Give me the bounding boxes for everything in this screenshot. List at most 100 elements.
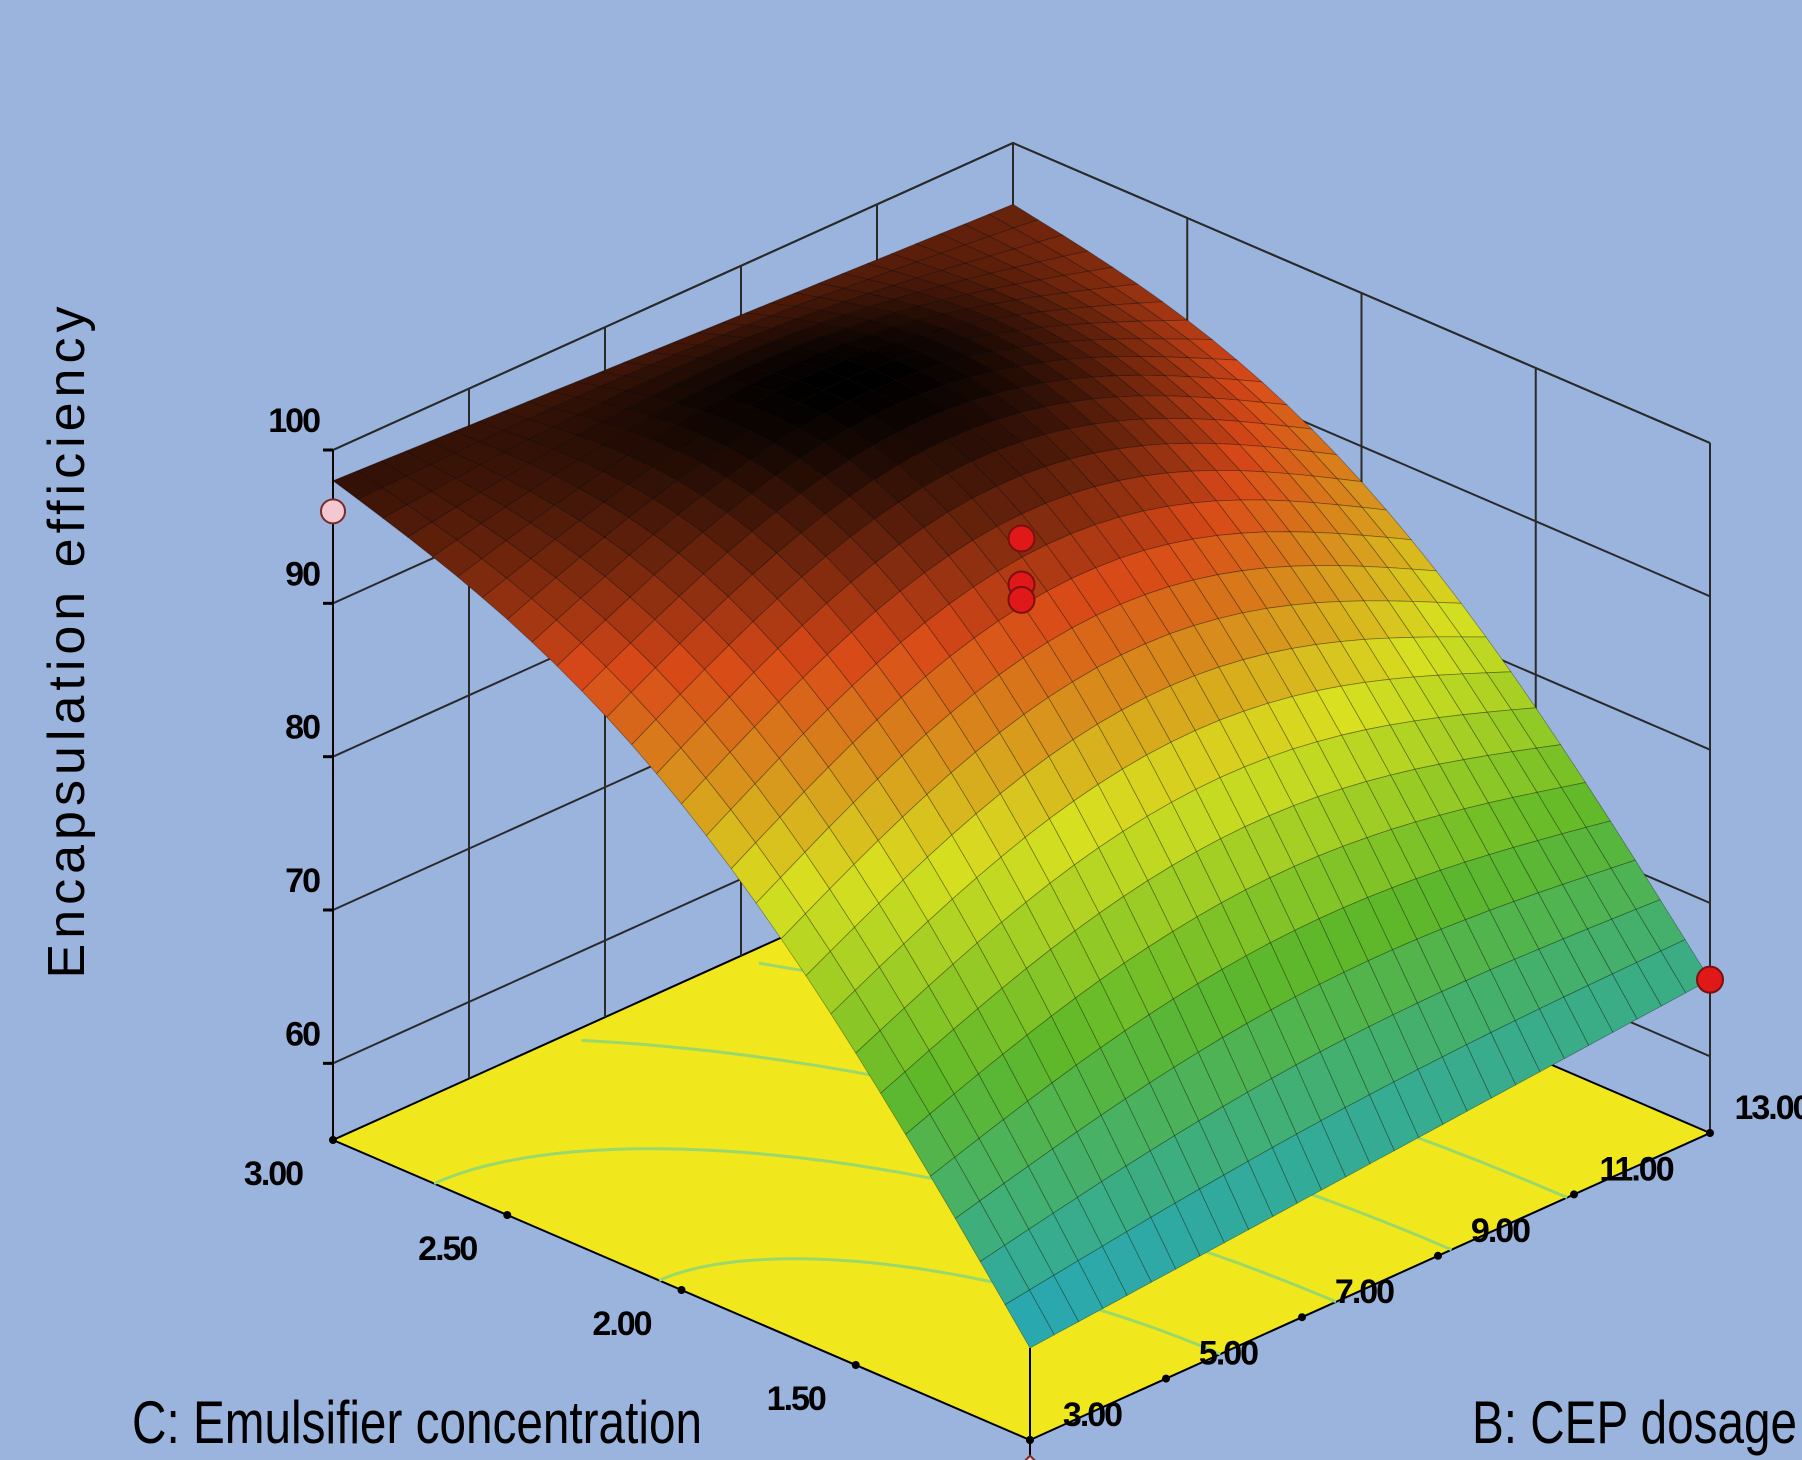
surface-cell (1343, 960, 1394, 1028)
surface-cell (1391, 878, 1442, 940)
surface-cell (966, 318, 1019, 335)
x-axis-title: B: CEP dosage (1472, 1389, 1797, 1456)
surface-cell (1136, 301, 1189, 322)
surface-cell (1417, 1056, 1468, 1125)
surface-cell (622, 351, 676, 366)
surface-cell (1115, 374, 1167, 397)
surface-cell (753, 648, 804, 703)
surface-cell (1023, 696, 1074, 758)
x-tick-mark (1434, 1251, 1442, 1260)
surface-cell (1243, 702, 1294, 758)
surface-cell (730, 783, 781, 844)
surface-cell (1510, 707, 1562, 749)
x-tick-label: 11.00 (1599, 1150, 1673, 1188)
y-tick-label: 2.50 (418, 1230, 477, 1268)
surface-cell (1562, 928, 1613, 987)
surface-cell (1287, 473, 1339, 506)
surface-cell (1186, 338, 1239, 361)
surface-cell (970, 450, 1022, 487)
surface-cell (1087, 286, 1140, 306)
surface-cell (1037, 234, 1089, 257)
surface-cell (1074, 979, 1126, 1049)
surface-cell (1264, 499, 1315, 533)
surface-cell (1117, 445, 1169, 477)
surface-cell (1291, 644, 1342, 692)
surface-cell (1414, 763, 1465, 816)
surface-cell (578, 501, 630, 538)
x-tick-mark (1026, 1436, 1034, 1444)
z-tick-label: 80 (285, 709, 320, 747)
surface-cell (631, 718, 682, 775)
surface-cell (1065, 357, 1118, 378)
surface-cell (1244, 877, 1296, 944)
surface-cell (849, 479, 900, 520)
surface-cell (818, 314, 872, 329)
surface-cell (1416, 991, 1468, 1058)
surface-cell (772, 361, 824, 381)
surface-cell (904, 1113, 956, 1177)
y-tick-label: 1.00 (941, 1455, 1000, 1460)
z-tick-label: 90 (285, 555, 320, 593)
x-tick-label: 9.00 (1471, 1212, 1530, 1250)
surface-cell (1165, 417, 1217, 444)
surface-cell (1094, 516, 1145, 559)
surface-cell (842, 278, 895, 295)
x-tick-label: 3.00 (1063, 1396, 1122, 1434)
surface-cell (431, 539, 483, 578)
surface-cell (964, 272, 1017, 290)
surface-cell (1513, 892, 1564, 950)
surface-cell (1077, 1245, 1128, 1310)
y-axis-title: C: Emulsifier concentration (132, 1389, 702, 1456)
surface-cell (1027, 1082, 1078, 1150)
surface-cell (1393, 1068, 1444, 1139)
surface-cell (952, 942, 1003, 1010)
surface-cell (1137, 320, 1190, 340)
surface-cell (381, 475, 433, 506)
surface-cell (1189, 442, 1242, 472)
surface-cell (1015, 311, 1068, 328)
surface-cell (529, 504, 581, 540)
surface-cell (1004, 1289, 1055, 1349)
surface-cell (1315, 685, 1367, 736)
surface-cell (1192, 535, 1243, 576)
surface-cell (1239, 499, 1291, 533)
surface-cell (1221, 1022, 1273, 1093)
surface-cell (1586, 918, 1638, 975)
surface-cell (1028, 1274, 1080, 1336)
surface-cell (1437, 673, 1488, 716)
surface-cell (1462, 755, 1514, 804)
surface-cell (1222, 1091, 1273, 1162)
surface-cell (1487, 797, 1539, 848)
surface-cell (698, 377, 751, 398)
design-point-above (1007, 524, 1036, 553)
surface-cell (916, 285, 969, 301)
surface-cell (1247, 1147, 1298, 1218)
surface-cell (530, 538, 581, 579)
surface-cell (1020, 502, 1072, 546)
surface-cell (1162, 338, 1215, 360)
surface-cell (1386, 567, 1438, 603)
x-tick-mark (1570, 1190, 1578, 1199)
design-point-below (320, 498, 346, 525)
x-tick-mark (1162, 1374, 1170, 1383)
surface-cell (1140, 395, 1192, 420)
surface-cell (755, 876, 806, 940)
surface-cell (1045, 533, 1097, 580)
surface-cell (1197, 968, 1248, 1039)
surface-cell (1065, 339, 1117, 359)
surface-cell (602, 454, 654, 485)
surface-cell (555, 597, 607, 644)
surface-cell (647, 354, 700, 370)
x-tick-label: 13.00 (1734, 1089, 1802, 1127)
surface-cell (1217, 612, 1269, 661)
contour-line (658, 1257, 1221, 1356)
surface-cell (1337, 533, 1389, 568)
surface-cell (1262, 423, 1314, 453)
surface-cell (1288, 500, 1340, 534)
x-tick-label: 7.00 (1335, 1273, 1394, 1311)
surface-cell (1196, 902, 1247, 971)
surface-cell (1563, 984, 1614, 1046)
surface-cell (1190, 469, 1242, 502)
surface-cell (1611, 908, 1662, 964)
